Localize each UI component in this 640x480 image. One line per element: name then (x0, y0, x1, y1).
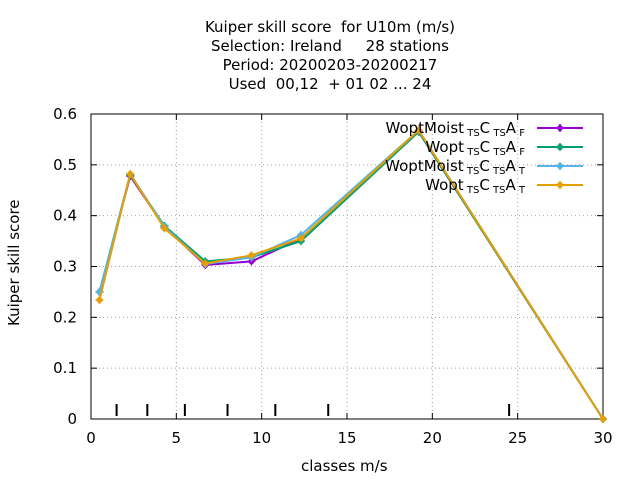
chart-title-line-2: Selection: Ireland 28 stations (211, 37, 449, 55)
y-tick-label: 0.4 (53, 207, 77, 225)
legend-swatch (537, 143, 583, 151)
data-point (126, 169, 135, 178)
legend-label: Wopt TSC TSA F (425, 138, 525, 158)
data-point (160, 224, 169, 233)
data-point (414, 126, 423, 135)
chart-title-line-1: Kuiper skill score for U10m (m/s) (204, 18, 456, 36)
x-tick-label: 30 (593, 429, 612, 447)
data-point (599, 415, 607, 423)
x-axis-label: classes m/s (301, 457, 388, 475)
legend-entry: WoptMoist TSC TSA T (330, 157, 585, 177)
legend-entry: WoptMoist TSC TSA F (330, 119, 585, 139)
data-point (247, 251, 256, 260)
legend-label: WoptMoist TSC TSA T (385, 157, 525, 177)
y-tick-label: 0.2 (53, 308, 77, 326)
y-tick-label: 0 (67, 410, 77, 428)
y-tick-label: 0.6 (53, 105, 77, 123)
y-tick-label: 0.3 (53, 258, 77, 276)
chart-title-line-3: Period: 20200203-20200217 (222, 56, 438, 74)
y-axis-label: Kuiper skill score (5, 199, 23, 326)
legend-swatch (537, 181, 583, 189)
legend-label: Wopt TSC TSA T (425, 176, 525, 196)
data-point (95, 296, 104, 305)
legend-entry: Wopt TSC TSA T (330, 176, 585, 196)
data-point (296, 234, 305, 243)
x-tick-label: 15 (337, 429, 356, 447)
x-tick-label: 5 (172, 429, 182, 447)
x-tick-label: 0 (86, 429, 96, 447)
legend-label: WoptMoist TSC TSA F (385, 119, 525, 139)
legend-swatch (537, 162, 583, 170)
x-tick-label: 25 (508, 429, 527, 447)
legend-swatch (537, 124, 583, 132)
series-line-4 (98, 128, 604, 420)
y-tick-label: 0.1 (53, 359, 77, 377)
legend-entry: Wopt TSC TSA F (330, 138, 585, 158)
chart-title-line-4: Used 00,12 + 01 02 ... 24 (228, 75, 432, 93)
data-point (201, 259, 210, 268)
x-tick-label: 10 (252, 429, 271, 447)
x-tick-label: 20 (423, 429, 442, 447)
y-tick-label: 0.5 (53, 156, 77, 174)
